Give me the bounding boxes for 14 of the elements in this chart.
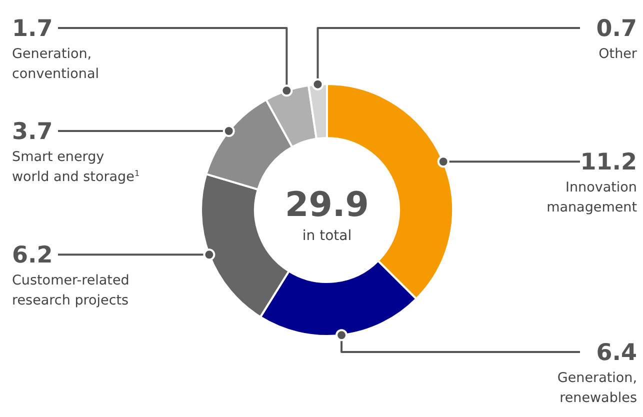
- text: 29.9: [285, 185, 369, 225]
- slice-label: Smart energy world and storage$^{1}$: [12, 148, 140, 185]
- data-label: 1.7: [12, 16, 53, 42]
- slice-label: Generation, conventional: [12, 46, 99, 82]
- data-label: 0.7: [596, 16, 637, 42]
- slice-label: Other: [598, 46, 638, 62]
- slice-label: Generation, renewables: [557, 370, 637, 406]
- slice-label: Customer-related research projects: [12, 272, 130, 309]
- text: in total: [302, 228, 352, 244]
- slice-label: Innovation management: [546, 180, 637, 216]
- data-label: 3.7: [12, 118, 53, 145]
- data-label: 6.2: [12, 242, 53, 269]
- data-label: 11.2: [580, 150, 637, 176]
- data-label: 6.4: [596, 340, 637, 366]
